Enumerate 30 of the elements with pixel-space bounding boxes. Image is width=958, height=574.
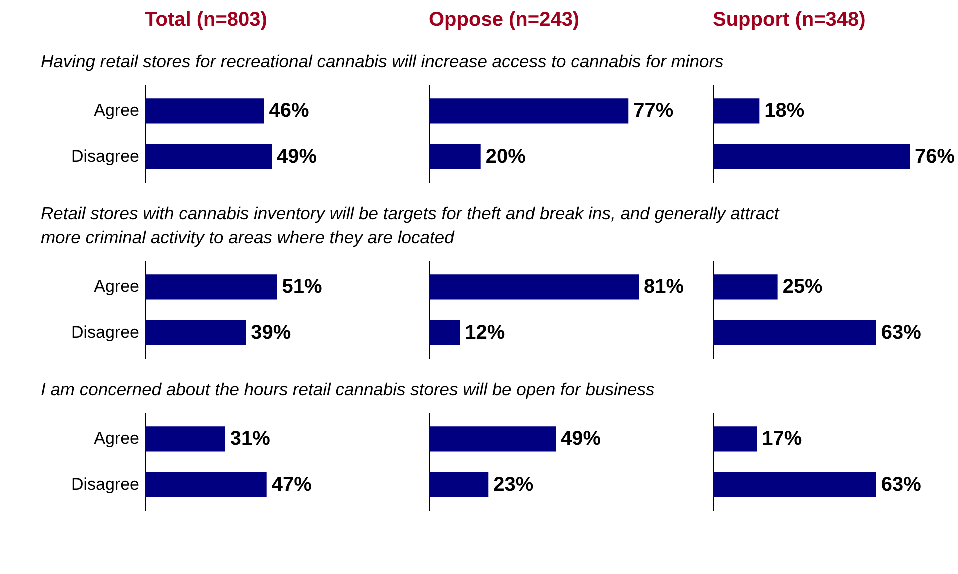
data-label: 49% <box>277 146 318 168</box>
data-label: 81% <box>644 276 684 298</box>
data-label: 63% <box>881 474 922 496</box>
y-tick-label: Disagree <box>71 322 140 342</box>
data-label: 31% <box>230 428 271 450</box>
chart-title: Support (n=348) <box>713 9 866 31</box>
text: Having retail stores for recreational cannabis will increase access to cannabis for minors <box>40 52 724 72</box>
data-label: 76% <box>915 146 956 168</box>
y-tick-label: Agree <box>94 429 140 448</box>
data-label: 51% <box>282 276 322 298</box>
data-label: 25% <box>782 276 824 298</box>
data-label: 47% <box>272 474 312 496</box>
data-label: 18% <box>764 100 805 122</box>
data-label: 20% <box>486 146 526 168</box>
y-tick-label: Disagree <box>71 474 140 494</box>
data-label: 23% <box>494 474 534 496</box>
y-tick-label: Agree <box>94 101 140 120</box>
data-label: 39% <box>251 322 292 344</box>
text: I am concerned about the hours retail cannabis stores will be open for business <box>40 380 656 400</box>
text: Retail stores with cannabis inventory will be targets for theft and break ins, and generally attract more criminal activity to areas where they are located <box>40 204 780 248</box>
data-label: 77% <box>634 100 674 122</box>
y-tick-label: Agree <box>94 277 140 296</box>
data-label: 17% <box>762 428 802 450</box>
chart-title: Total (n=803) <box>145 9 268 31</box>
data-label: 12% <box>465 322 506 344</box>
chart-title: Oppose (n=243) <box>429 9 580 31</box>
data-label: 63% <box>881 322 922 344</box>
data-label: 49% <box>561 428 602 450</box>
y-tick-label: Disagree <box>71 146 140 166</box>
data-label: 46% <box>269 100 310 122</box>
